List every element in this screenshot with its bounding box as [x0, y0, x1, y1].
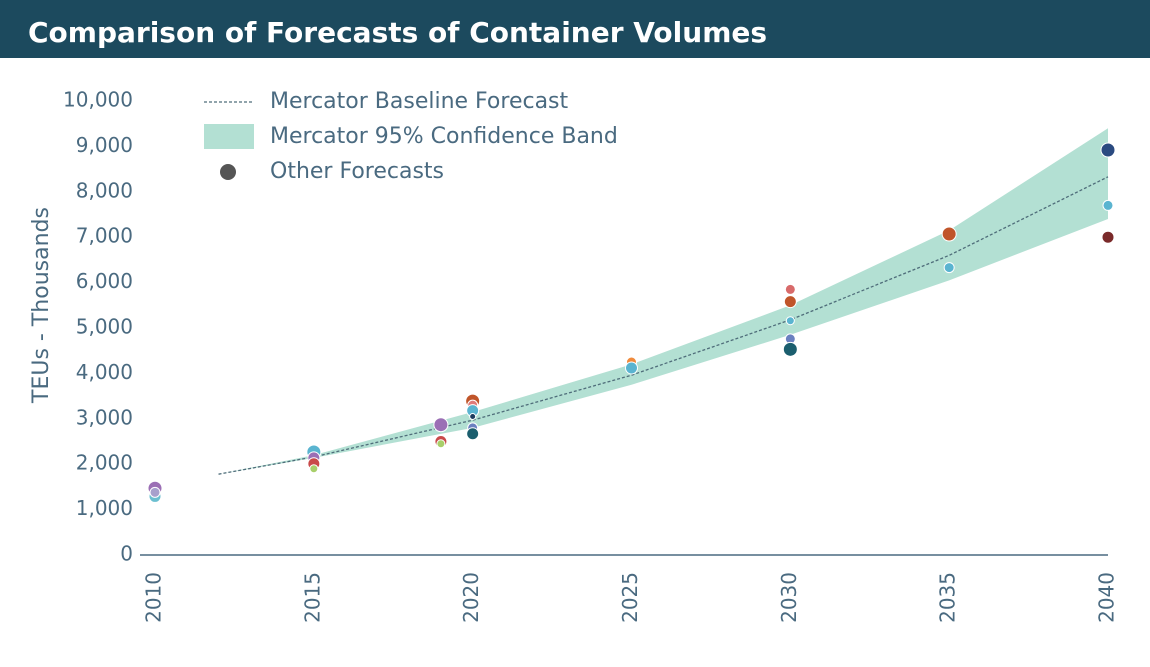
- y-axis-label: TEUs - Thousands: [29, 207, 54, 404]
- y-tick-label: 10,000: [63, 88, 133, 112]
- y-tick-label: 3,000: [76, 405, 133, 429]
- x-tick-label: 2020: [459, 572, 483, 623]
- forecast-point: [436, 439, 446, 449]
- forecast-point: [1101, 230, 1115, 244]
- header-bar: [0, 0, 1150, 58]
- forecast-point: [785, 316, 795, 326]
- x-tick-label: 2025: [618, 572, 642, 623]
- forecast-point: [466, 427, 480, 441]
- x-tick-label: 2035: [936, 572, 960, 623]
- x-tick-label: 2015: [300, 572, 324, 623]
- forecast-point: [783, 295, 797, 309]
- legend-label: Mercator Baseline Forecast: [270, 89, 569, 114]
- forecast-point: [943, 262, 955, 274]
- forecast-point: [625, 361, 638, 375]
- forecast-point: [941, 226, 957, 242]
- forecast-point: [149, 486, 161, 498]
- y-tick-label: 5,000: [76, 315, 133, 339]
- forecast-point: [782, 341, 798, 357]
- forecast-point: [309, 464, 319, 474]
- y-tick-label: 7,000: [76, 224, 133, 248]
- legend-point-swatch: [220, 164, 236, 180]
- y-tick-label: 6,000: [76, 269, 133, 293]
- forecast-point: [433, 417, 449, 433]
- forecast-point: [469, 413, 477, 421]
- y-tick-label: 1,000: [76, 496, 133, 520]
- x-tick-label: 2030: [777, 572, 801, 623]
- x-tick-label: 2010: [142, 572, 166, 623]
- y-tick-label: 2,000: [76, 451, 133, 475]
- forecast-point: [1100, 142, 1116, 158]
- y-tick-label: 0: [120, 542, 133, 566]
- y-tick-label: 8,000: [76, 178, 133, 202]
- x-tick-label: 2040: [1095, 572, 1119, 623]
- chart-title: Comparison of Forecasts of Container Vol…: [28, 16, 767, 49]
- y-tick-label: 9,000: [76, 133, 133, 157]
- legend-label: Other Forecasts: [270, 159, 444, 184]
- forecast-point: [784, 283, 796, 295]
- forecast-point: [1102, 199, 1114, 211]
- legend-band-swatch: [204, 124, 254, 149]
- legend-label: Mercator 95% Confidence Band: [270, 124, 618, 149]
- y-tick-label: 4,000: [76, 360, 133, 384]
